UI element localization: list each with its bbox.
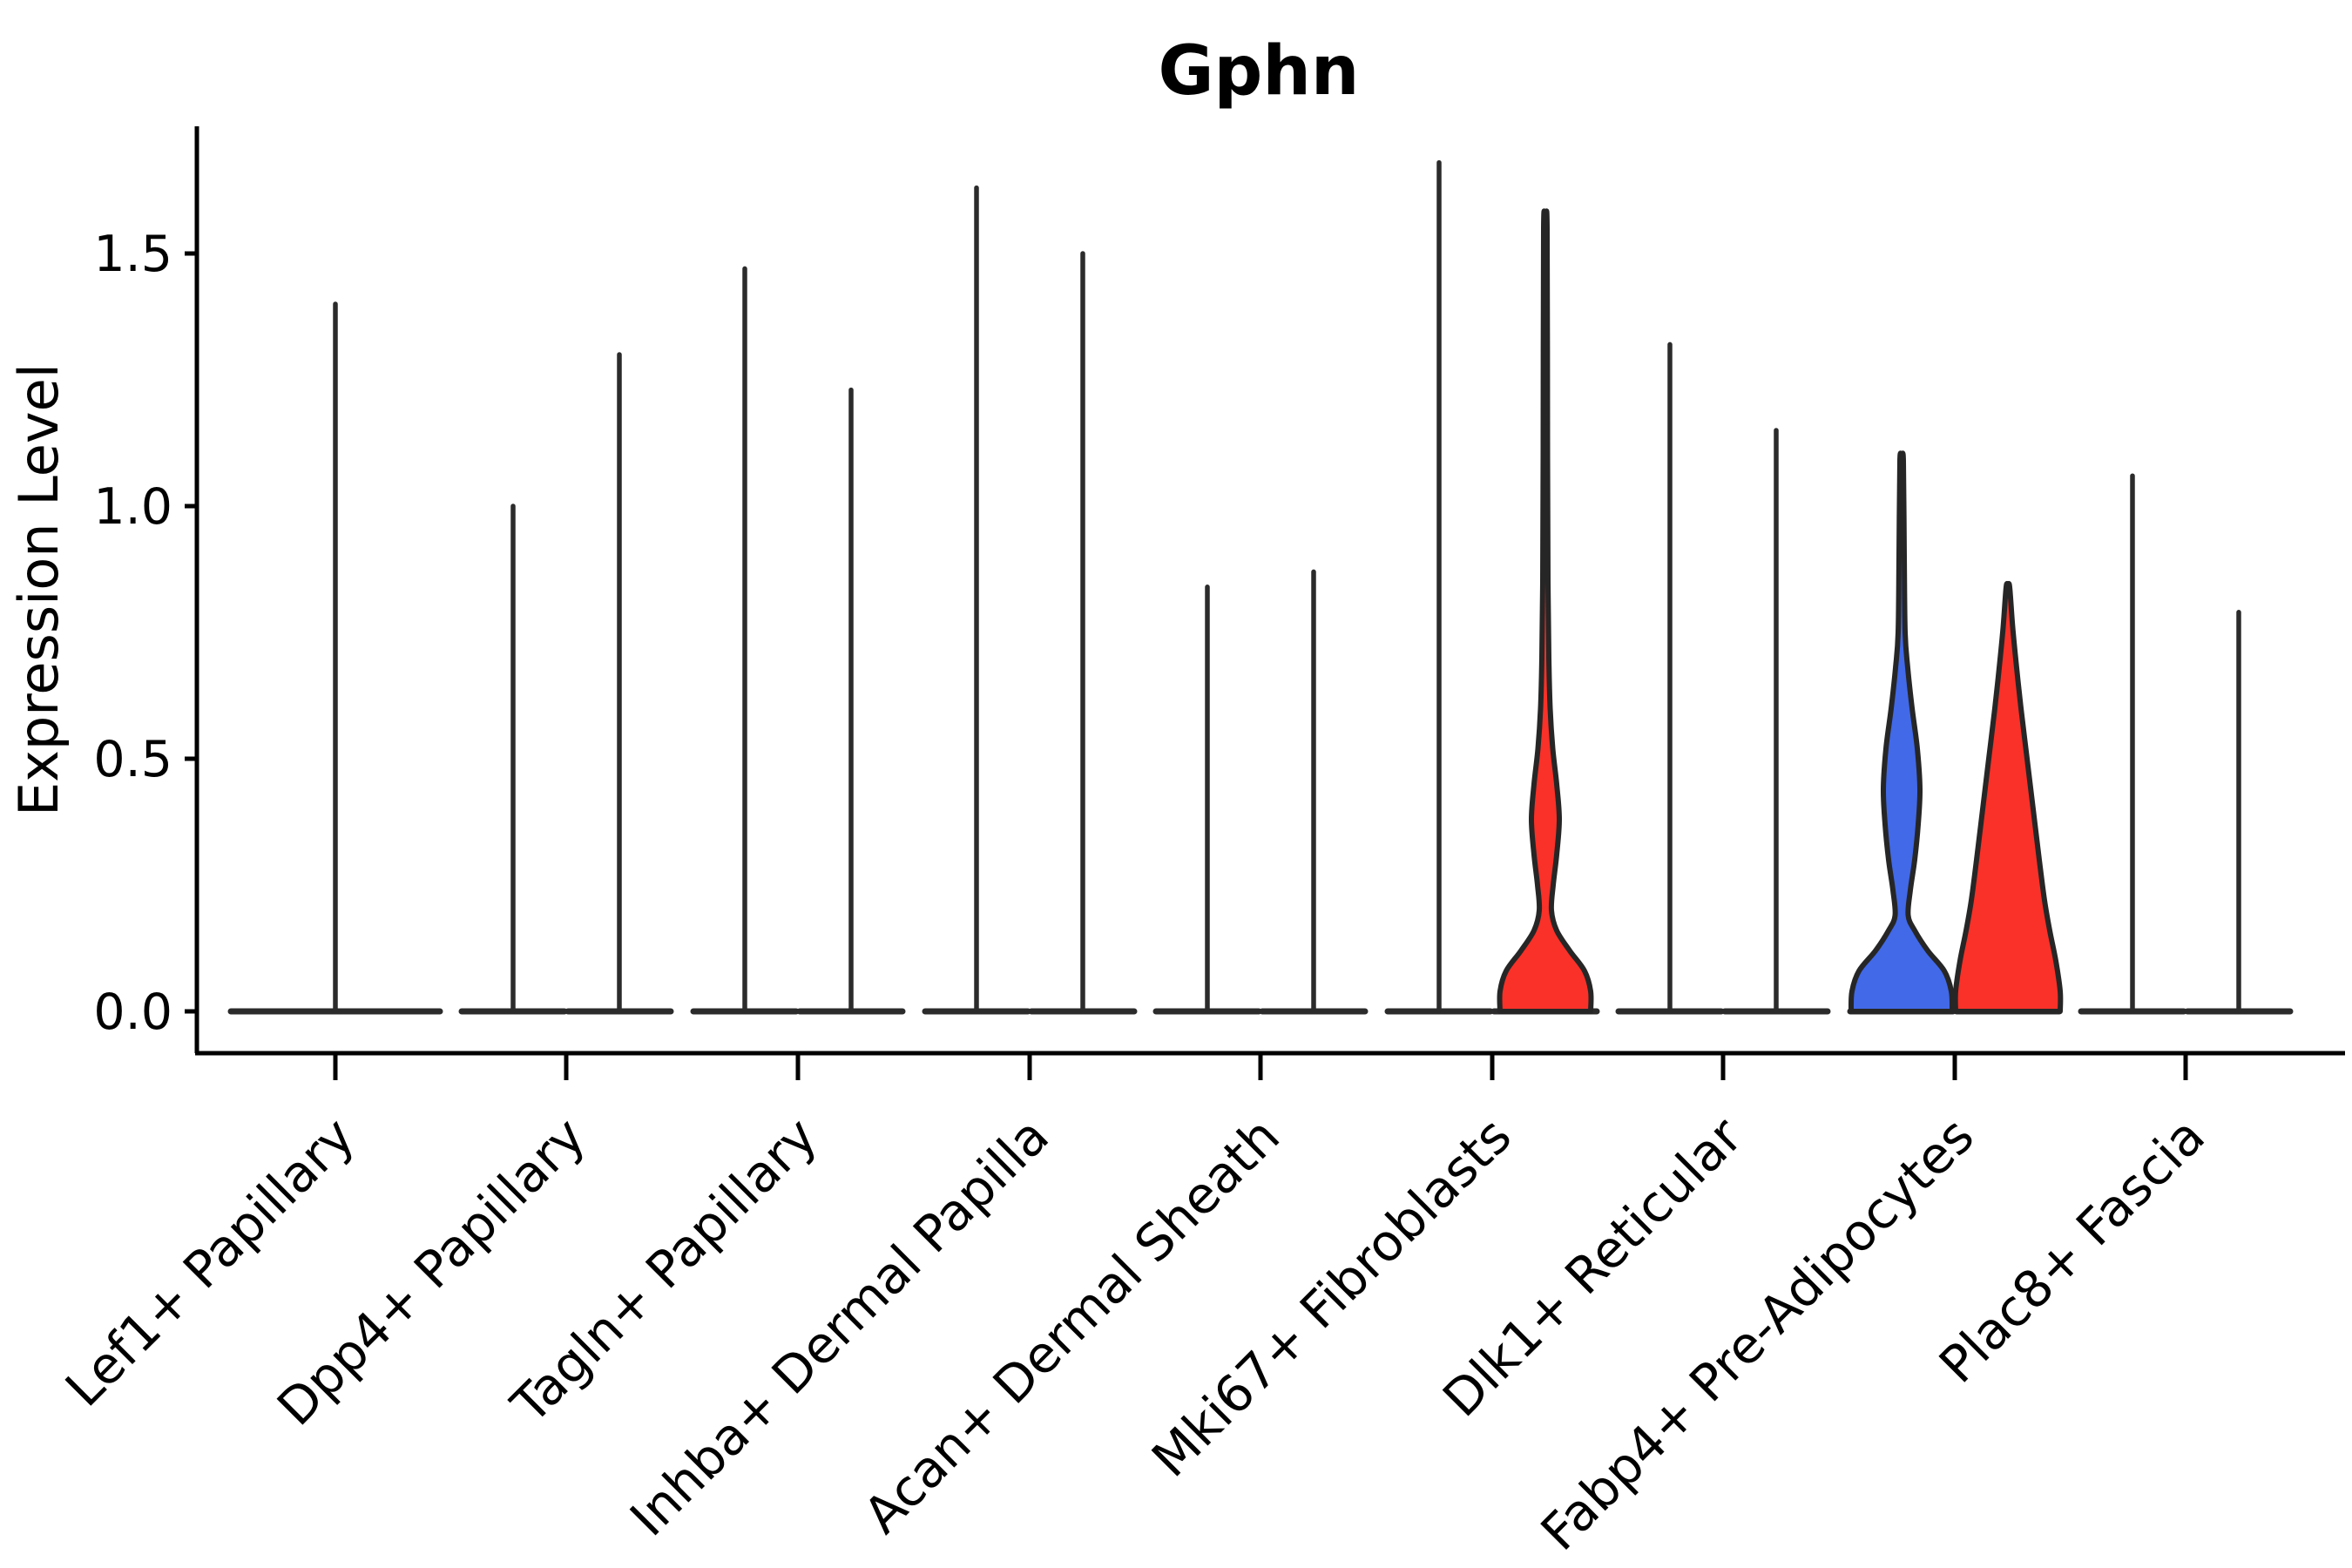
y-axis-label: Expression Level [7, 363, 71, 816]
violin-body [1848, 450, 1956, 1014]
y-tick-label: 0.0 [93, 983, 172, 1041]
x-tick-label: Fabp4+ Pre-Adipocytes [1530, 1106, 1985, 1562]
x-tick-label: Inhba+ Dermal Papilla [618, 1106, 1060, 1548]
plot-title: Gphn [1159, 32, 1360, 111]
y-tick-label: 1.0 [93, 478, 172, 536]
y-tick-label: 1.5 [93, 226, 172, 283]
x-tick-label: Acan+ Dermal Sheath [852, 1106, 1290, 1544]
violin-body [1952, 581, 2064, 1014]
y-tick-label: 0.5 [93, 731, 172, 788]
violin-body [1497, 208, 1594, 1014]
